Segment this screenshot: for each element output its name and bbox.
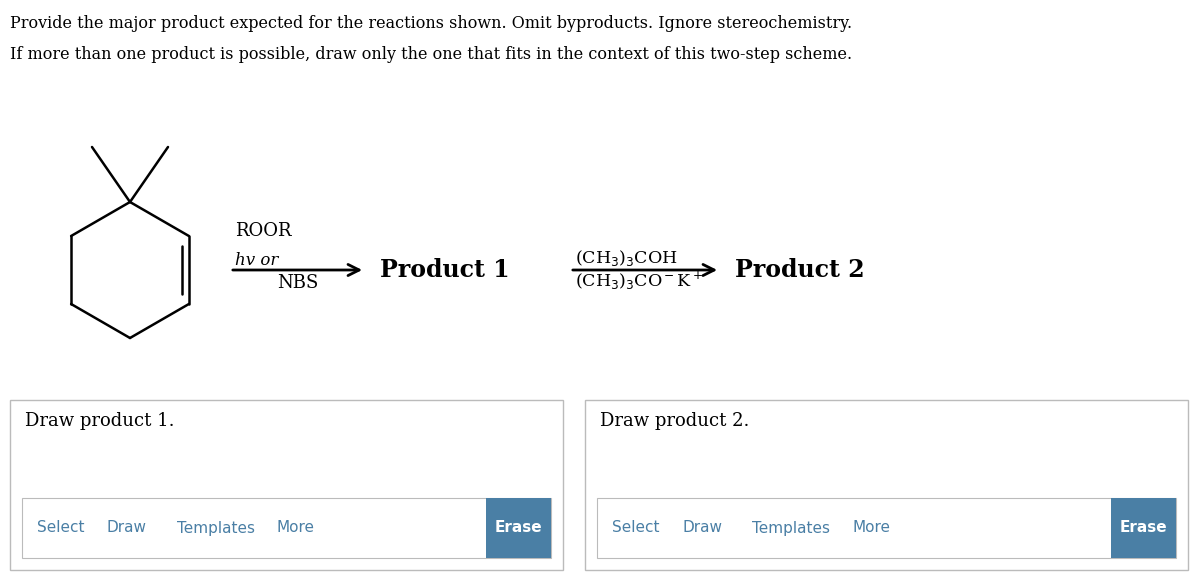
FancyBboxPatch shape xyxy=(586,400,1188,570)
Text: Select: Select xyxy=(37,520,84,535)
Text: hv or: hv or xyxy=(235,252,278,269)
Text: Provide the major product expected for the reactions shown. Omit byproducts. Ign: Provide the major product expected for t… xyxy=(10,14,852,31)
FancyBboxPatch shape xyxy=(598,498,1176,558)
Text: Draw product 1.: Draw product 1. xyxy=(25,412,174,430)
Text: Product 1: Product 1 xyxy=(380,258,510,282)
Text: (CH$_3$)$_3$CO$^-$K$^+$: (CH$_3$)$_3$CO$^-$K$^+$ xyxy=(575,270,703,292)
Text: NBS: NBS xyxy=(277,274,318,292)
Text: Draw product 2.: Draw product 2. xyxy=(600,412,749,430)
Text: Draw: Draw xyxy=(107,520,148,535)
Text: Select: Select xyxy=(612,520,660,535)
Text: Product 2: Product 2 xyxy=(734,258,865,282)
Text: More: More xyxy=(852,520,890,535)
Text: Erase: Erase xyxy=(494,520,542,535)
FancyBboxPatch shape xyxy=(1111,498,1176,558)
Text: (CH$_3$)$_3$COH: (CH$_3$)$_3$COH xyxy=(575,248,678,268)
Text: If more than one product is possible, draw only the one that fits in the context: If more than one product is possible, dr… xyxy=(10,46,852,63)
FancyBboxPatch shape xyxy=(486,498,551,558)
Text: Draw: Draw xyxy=(682,520,722,535)
Text: Erase: Erase xyxy=(1120,520,1168,535)
Text: Templates: Templates xyxy=(752,520,830,535)
Text: Templates: Templates xyxy=(178,520,256,535)
FancyBboxPatch shape xyxy=(22,498,551,558)
Text: More: More xyxy=(277,520,314,535)
FancyBboxPatch shape xyxy=(10,400,563,570)
Text: ROOR: ROOR xyxy=(235,222,292,240)
